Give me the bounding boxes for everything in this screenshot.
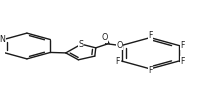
Text: N: N	[0, 35, 5, 44]
Text: O: O	[101, 33, 108, 42]
Text: F: F	[181, 41, 185, 50]
Text: F: F	[181, 57, 185, 66]
Text: O: O	[117, 41, 123, 50]
Text: F: F	[148, 66, 152, 75]
Text: S: S	[79, 40, 84, 49]
Text: F: F	[115, 57, 120, 66]
Text: F: F	[148, 31, 152, 40]
